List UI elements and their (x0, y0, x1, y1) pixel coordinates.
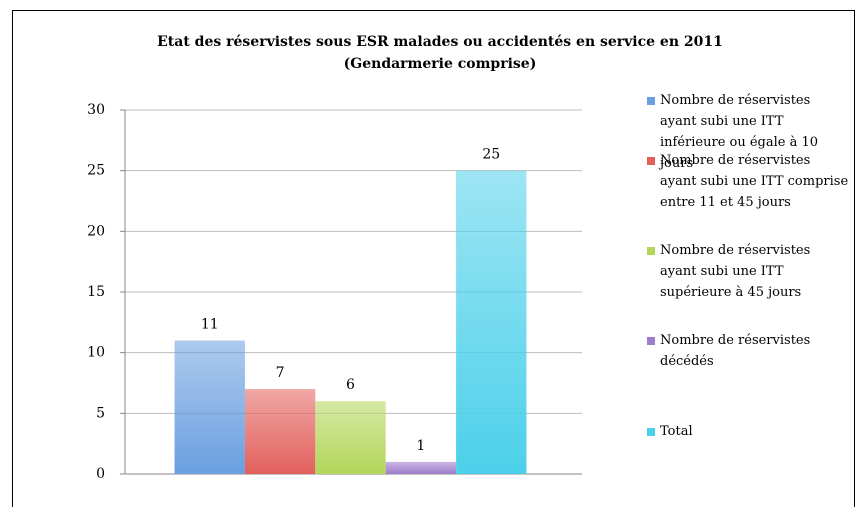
data-label: 7 (276, 365, 285, 381)
y-tick-label: 15 (87, 284, 105, 300)
chart-frame (12, 10, 855, 507)
legend-label: Nombre de réservistes ayant subi une ITT… (660, 153, 849, 210)
legend-key (647, 428, 655, 436)
legend-key (647, 247, 655, 255)
chart-subtitle: (Gendarmerie comprise) (344, 56, 537, 72)
chart-title: Etat des réservistes sous ESR malades ou… (157, 34, 723, 50)
y-tick-label: 5 (96, 405, 105, 421)
bar (315, 401, 386, 474)
legend-key (647, 157, 655, 165)
bar (385, 461, 457, 474)
legend-label: Nombre de réservistes ayant subi une ITT… (660, 93, 819, 171)
data-label: 11 (201, 317, 219, 333)
y-tick-label: 0 (96, 466, 105, 482)
data-label: 1 (416, 438, 425, 454)
bar (174, 340, 245, 474)
y-tick-label: 10 (87, 345, 105, 361)
legend-label: Nombre de réservistes décédés (660, 333, 811, 369)
data-label: 25 (482, 147, 500, 163)
legend-key (647, 97, 655, 105)
bar (456, 170, 527, 474)
data-label: 6 (346, 377, 355, 393)
legend-label: Total (660, 424, 693, 439)
bar (244, 389, 316, 474)
y-tick-label: 30 (87, 102, 105, 118)
legend-label: Nombre de réservistes ayant subi une ITT… (660, 243, 811, 300)
y-tick-label: 20 (87, 223, 105, 239)
y-tick-label: 25 (87, 163, 105, 179)
legend-key (647, 337, 655, 345)
